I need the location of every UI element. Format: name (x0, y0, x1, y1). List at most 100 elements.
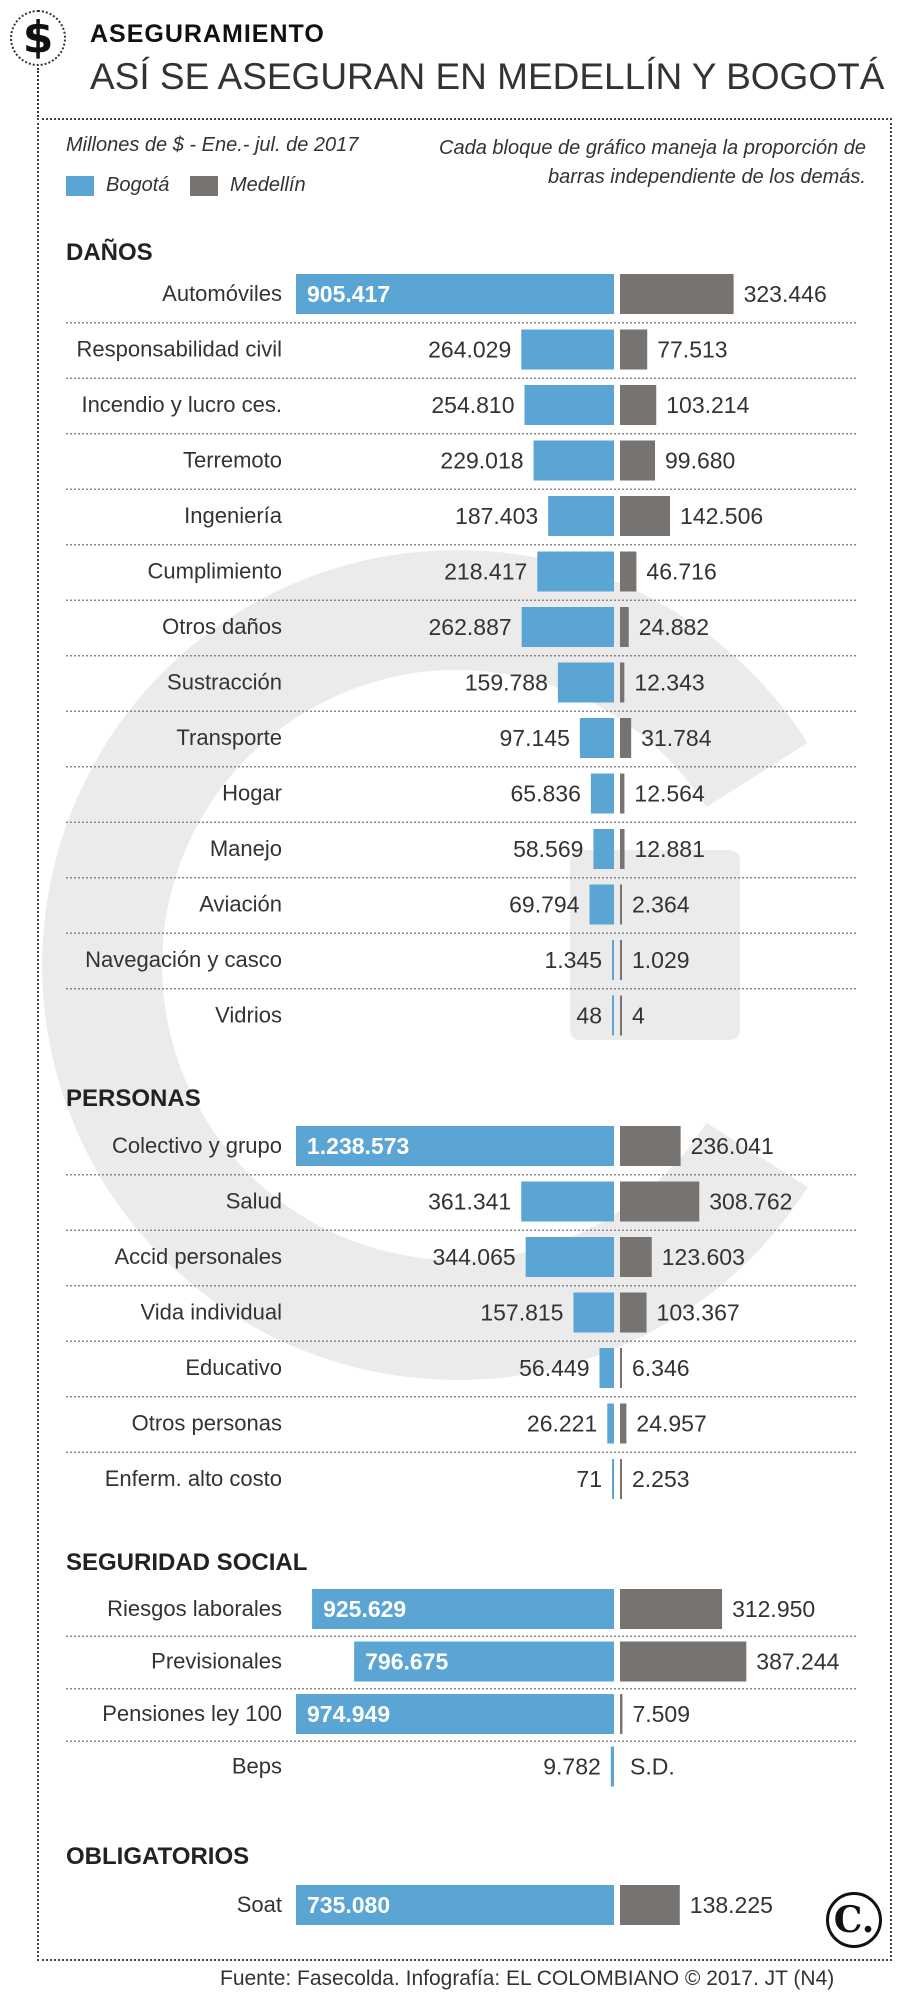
category-label: Educativo (185, 1355, 282, 1380)
value-label-bogota: 48 (576, 1003, 602, 1029)
value-label-medellin: 323.446 (744, 281, 827, 307)
chart-frame (37, 118, 892, 1961)
bar-bogota (525, 1237, 614, 1277)
bar-bogota (612, 940, 614, 980)
value-label-bogota: 1.345 (544, 947, 602, 973)
bar-bogota (521, 607, 614, 647)
bar-bogota (296, 1126, 614, 1166)
category-label: Cumplimiento (148, 559, 283, 584)
bar-bogota (607, 1403, 614, 1444)
category-label: Previsionales (151, 1649, 282, 1674)
bar-medellin (620, 385, 657, 425)
bar-bogota (537, 551, 614, 592)
value-label-medellin: 7.509 (632, 1701, 690, 1727)
bar-medellin (620, 496, 671, 536)
bar-bogota (579, 718, 614, 758)
bar-medellin (620, 662, 625, 703)
value-label-medellin: 308.762 (709, 1189, 792, 1215)
category-label: Enferm. alto costo (105, 1466, 282, 1491)
category-label: Otros daños (162, 614, 282, 639)
value-label-bogota: 157.815 (480, 1300, 563, 1326)
bar-medellin (620, 274, 734, 314)
group-title: DAÑOS (66, 238, 153, 266)
value-label-bogota: 69.794 (509, 892, 580, 918)
legend-medellin-swatch (190, 175, 218, 196)
legend-bogota: Bogotá (66, 174, 169, 197)
bar-medellin (620, 1641, 747, 1682)
bar-medellin (620, 1459, 622, 1499)
bar-bogota (296, 1694, 614, 1734)
bar-medellin (620, 995, 622, 1036)
group-title: OBLIGATORIOS (66, 1843, 249, 1870)
bar-medellin (620, 1348, 622, 1388)
bar-medellin (620, 829, 625, 869)
value-label-bogota: 905.417 (307, 281, 390, 307)
value-label-bogota: 9.782 (543, 1754, 601, 1780)
category-label: Ingeniería (184, 503, 283, 528)
value-label-bogota: 26.221 (527, 1411, 597, 1437)
chart-note: Cada bloque de gráfico maneja la proporc… (439, 137, 866, 188)
value-label-bogota: 218.417 (444, 559, 527, 585)
value-label-medellin: 99.680 (665, 448, 735, 474)
value-label-bogota: 264.029 (428, 337, 511, 363)
legend-medellin-label: Medellín (230, 174, 306, 196)
category-label: Sustracción (167, 670, 282, 695)
category-label: Automóviles (162, 281, 282, 306)
bar-bogota (296, 274, 614, 314)
legend-bogota-label: Bogotá (106, 174, 170, 196)
bar-medellin (620, 329, 648, 370)
value-label-medellin: 2.253 (632, 1466, 690, 1492)
bar-bogota (548, 496, 614, 536)
value-label-medellin: 6.346 (632, 1355, 690, 1381)
value-label-bogota: 262.887 (429, 614, 512, 640)
value-label-medellin: 387.244 (756, 1649, 839, 1675)
bar-medellin (620, 607, 629, 647)
value-label-bogota: 56.449 (519, 1355, 589, 1381)
category-label: Salud (226, 1189, 282, 1214)
value-label-medellin: 103.214 (666, 392, 749, 418)
bar-bogota (589, 884, 614, 925)
el-colombiano-logo: C. (826, 1892, 882, 1948)
value-label-bogota: 187.403 (455, 503, 538, 529)
value-label-bogota: 344.065 (433, 1244, 516, 1270)
bar-medellin (620, 1181, 700, 1222)
category-label: Otros personas (132, 1411, 282, 1436)
bar-medellin (620, 1694, 623, 1734)
value-label-medellin: 77.513 (657, 337, 727, 363)
bar-medellin (620, 1589, 723, 1629)
bar-medellin (620, 1126, 681, 1166)
legend-bogota-swatch (66, 175, 94, 196)
value-label-bogota: 796.675 (365, 1649, 448, 1675)
value-label-bogota: 361.341 (428, 1189, 511, 1215)
category-label: Vida individual (141, 1300, 282, 1325)
value-label-bogota: 71 (576, 1466, 602, 1492)
bar-bogota (521, 1181, 614, 1222)
value-label-medellin: 142.506 (680, 503, 763, 529)
category-label: Responsabilidad civil (77, 337, 282, 362)
category-label: Soat (237, 1892, 282, 1917)
group-title: SEGURIDAD SOCIAL (66, 1549, 307, 1576)
bar-medellin (620, 1292, 647, 1333)
category-label: Beps (232, 1754, 282, 1779)
bar-bogota (612, 1459, 614, 1499)
bar-bogota (354, 1641, 614, 1682)
page-title: ASÍ SE ASEGURAN EN MEDELLÍN Y BOGOTÁ (90, 56, 885, 97)
bar-bogota (533, 440, 614, 481)
category-label: Incendio y lucro ces. (81, 392, 282, 417)
value-label-medellin: 138.225 (690, 1892, 773, 1918)
category-label: Colectivo y grupo (112, 1133, 282, 1158)
category-label: Hogar (222, 781, 282, 806)
value-label-medellin: 31.784 (641, 725, 712, 751)
value-label-medellin: 103.367 (657, 1300, 740, 1326)
value-label-bogota: 65.836 (511, 781, 581, 807)
category-label: Pensiones ley 100 (102, 1701, 282, 1726)
value-label-medellin: 236.041 (691, 1133, 774, 1159)
value-label-bogota: 159.788 (465, 670, 548, 696)
bar-medellin (620, 1885, 680, 1925)
header-divider (37, 68, 39, 120)
section-label: ASEGURAMIENTO (90, 20, 325, 48)
legend-medellin: Medellín (190, 174, 306, 197)
category-label: Vidrios (215, 1003, 282, 1028)
category-label: Manejo (210, 836, 282, 861)
